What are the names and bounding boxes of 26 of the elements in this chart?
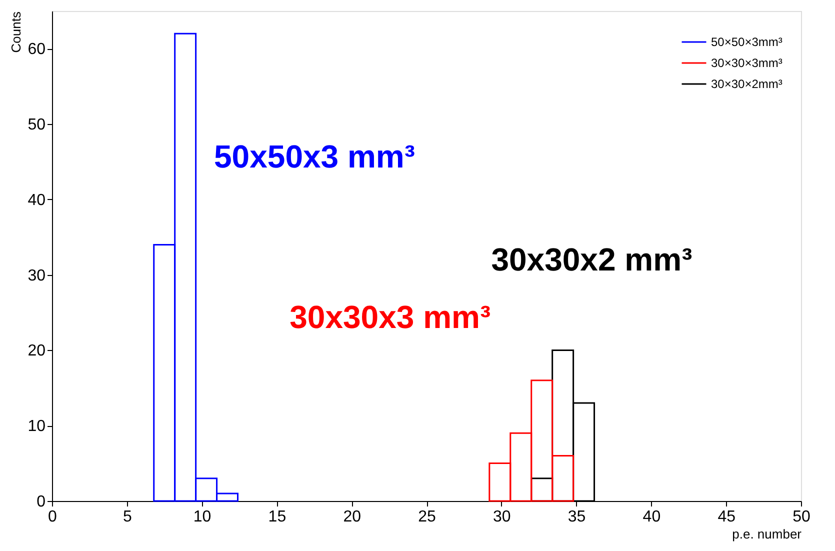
x-tick-label: 0: [48, 508, 58, 526]
y-tick-label: 60: [28, 41, 46, 58]
x-tick-label: 20: [343, 508, 362, 526]
x-tick-label: 35: [568, 508, 586, 526]
y-tick-label: 20: [28, 342, 46, 360]
y-tick-label: 50: [28, 116, 46, 134]
x-tick-label: 50: [792, 508, 810, 526]
x-tick-label: 30: [493, 508, 511, 526]
y-axis-title: Counts: [8, 11, 24, 53]
x-tick-label: 25: [418, 508, 436, 526]
annotation: 50x50x3 mm³: [214, 138, 416, 174]
x-axis-title: p.e. number: [732, 526, 802, 542]
y-tick-label: 40: [28, 192, 46, 209]
y-tick-label: 0: [36, 494, 46, 510]
legend-label: 50×50×3mm³: [711, 35, 782, 49]
x-tick-label: 5: [122, 508, 132, 526]
legend-label: 30×30×3mm³: [711, 56, 782, 70]
x-tick-label: 40: [642, 508, 661, 526]
x-tick-label: 15: [268, 508, 286, 526]
y-tick-label: 10: [28, 418, 46, 436]
x-tick-label: 45: [718, 508, 736, 526]
y-tick-label: 30: [28, 267, 46, 284]
x-tick-label: 10: [193, 508, 212, 526]
annotation: 30x30x2 mm³: [491, 242, 692, 278]
annotation: 30x30x3 mm³: [290, 299, 491, 336]
legend-label: 30×30×2mm³: [711, 77, 782, 91]
